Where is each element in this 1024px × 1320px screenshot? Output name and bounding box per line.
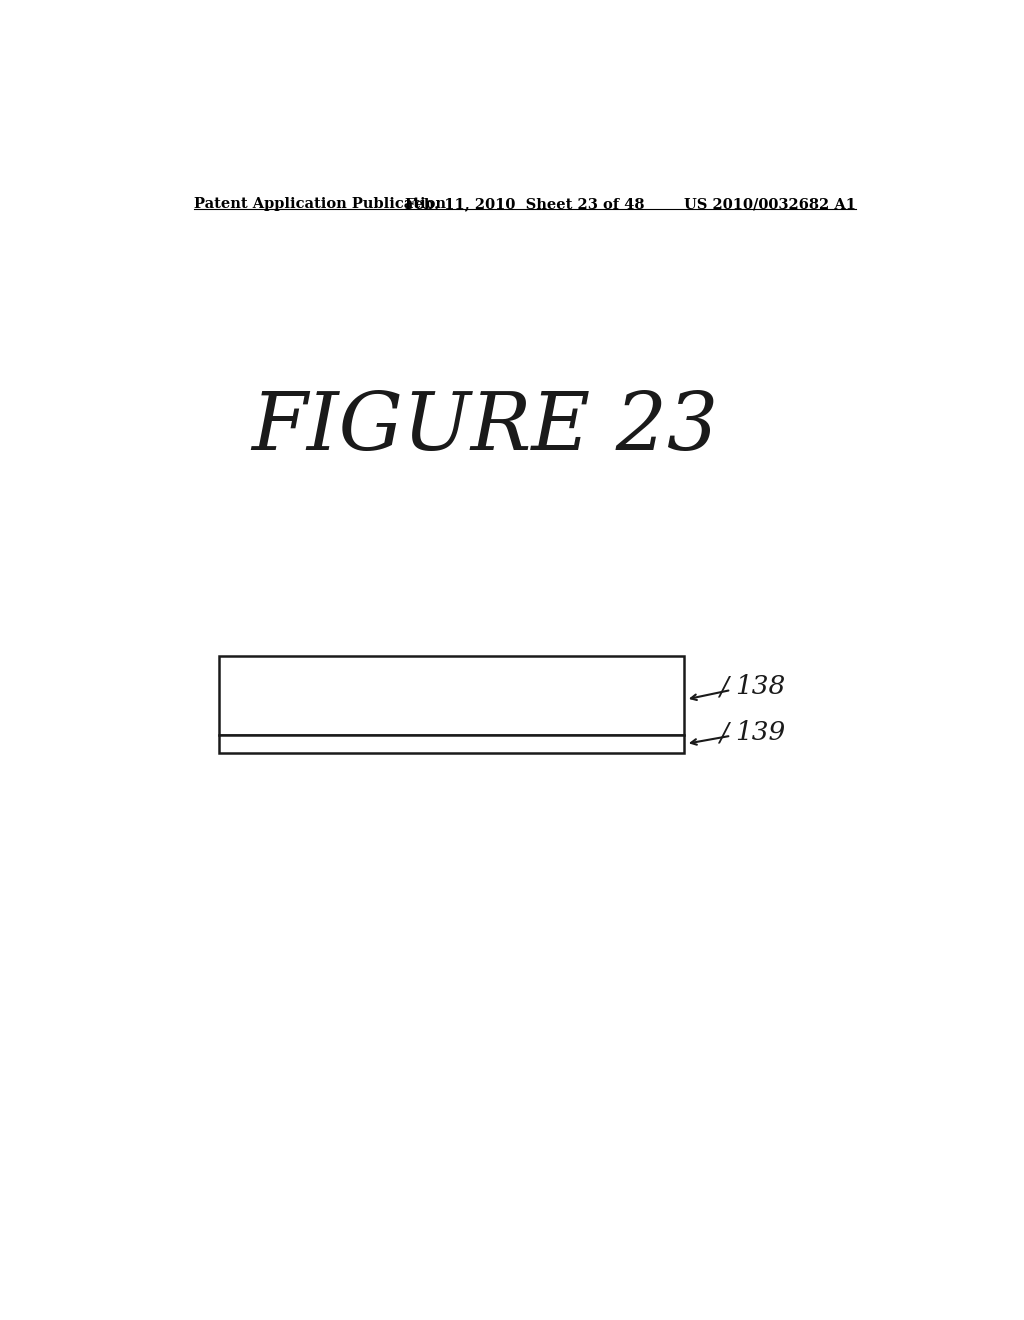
Bar xyxy=(219,735,684,752)
Text: /: / xyxy=(719,675,728,700)
Text: 139: 139 xyxy=(735,721,785,746)
Text: /: / xyxy=(719,721,728,746)
Text: Patent Application Publication: Patent Application Publication xyxy=(194,197,445,211)
Bar xyxy=(219,656,684,735)
Text: FIGURE 23: FIGURE 23 xyxy=(251,389,718,466)
Text: 138: 138 xyxy=(735,675,785,700)
Text: Feb. 11, 2010  Sheet 23 of 48: Feb. 11, 2010 Sheet 23 of 48 xyxy=(406,197,644,211)
Text: US 2010/0032682 A1: US 2010/0032682 A1 xyxy=(684,197,856,211)
